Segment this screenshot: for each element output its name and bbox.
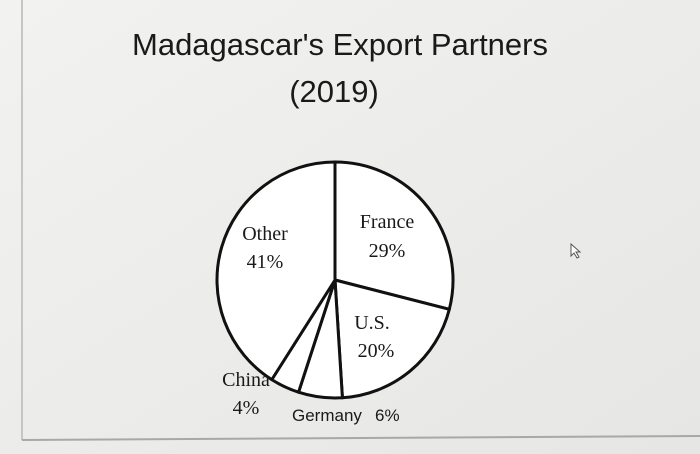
slice-name: France	[360, 211, 415, 233]
slice-value-label: 6%	[375, 406, 400, 425]
slice-name: China	[222, 369, 270, 391]
slice-name: Other	[242, 223, 288, 245]
pie-slice	[333, 278, 451, 400]
slice-value-label: 20%	[358, 340, 395, 362]
slice-value-label: 29%	[369, 240, 406, 262]
chart-subtitle: (2019)	[289, 74, 379, 109]
frame-edge	[21, 435, 700, 441]
mouse-cursor	[570, 242, 582, 259]
pie-slice	[333, 160, 455, 311]
pie-slice	[215, 160, 337, 382]
slice-name: U.S.	[354, 312, 390, 334]
chart-title: Madagascar's Export Partners	[132, 27, 548, 62]
slice-value-label: 41%	[247, 251, 284, 273]
slice-value-label: 4%	[233, 397, 260, 419]
slice-name: Germany	[292, 406, 362, 425]
